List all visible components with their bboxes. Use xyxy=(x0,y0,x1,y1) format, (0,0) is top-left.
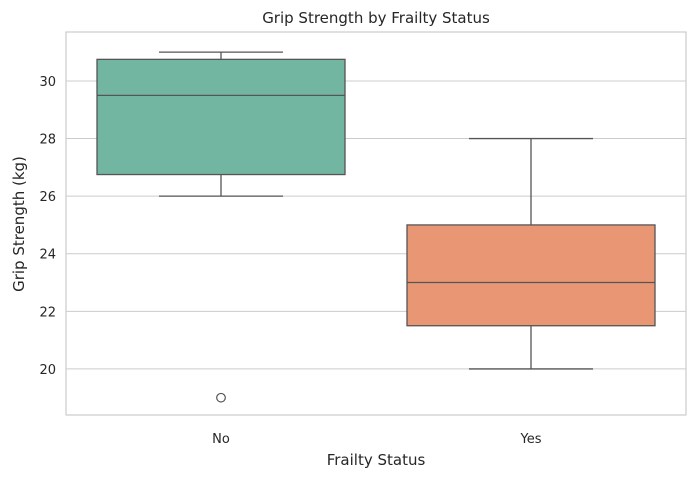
y-tick-labels: 20 22 24 26 28 30 xyxy=(39,75,56,378)
y-tick-label: 30 xyxy=(39,75,56,90)
chart-title: Grip Strength by Frailty Status xyxy=(262,9,490,27)
y-tick-label: 26 xyxy=(39,190,56,205)
outlier-point xyxy=(216,392,226,403)
x-tick-label: No xyxy=(212,432,230,447)
iqr-box xyxy=(406,224,656,327)
x-tick-labels: No Yes xyxy=(212,432,542,447)
x-axis-label: Frailty Status xyxy=(327,451,426,469)
y-tick-label: 28 xyxy=(39,133,56,148)
y-tick-label: 20 xyxy=(39,363,56,378)
boxes-layer xyxy=(96,51,656,403)
y-tick-label: 24 xyxy=(39,248,56,263)
y-axis-label: Grip Strength (kg) xyxy=(10,156,28,292)
x-tick-label: Yes xyxy=(520,432,542,447)
iqr-box xyxy=(96,58,346,176)
y-tick-label: 22 xyxy=(39,305,56,320)
plot-frame xyxy=(65,31,687,416)
box-group-no xyxy=(96,51,346,403)
box-group-yes xyxy=(406,137,656,370)
